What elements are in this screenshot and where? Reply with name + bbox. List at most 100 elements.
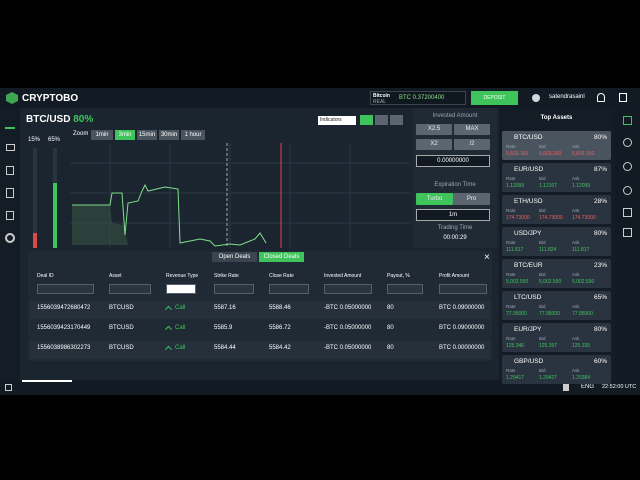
- nav-tools[interactable]: [6, 211, 14, 220]
- trade-panel: Invested Amount X2.5 MAX X2 /2 0.0000000…: [413, 108, 497, 248]
- coin-icon[interactable]: [623, 186, 632, 195]
- asset-payout: 65%: [593, 294, 607, 301]
- filter-input[interactable]: [166, 284, 196, 294]
- fullscreen-icon[interactable]: [5, 384, 12, 391]
- asset-card[interactable]: EUR/USD 87% Rate 1.12099 Bid 1.12107 Ask 1.1209…: [502, 163, 611, 192]
- deals-tab[interactable]: Closed Deals: [259, 252, 304, 262]
- column-header: Close Rate: [269, 273, 294, 279]
- coin-icon[interactable]: [623, 162, 632, 171]
- filter-input[interactable]: [214, 284, 254, 294]
- deal-cell: BTCUSD: [109, 325, 134, 331]
- pair[interactable]: BTC/USD 80%: [26, 114, 93, 125]
- deals-tab[interactable]: Open Deals: [212, 252, 257, 262]
- nav-stats[interactable]: [6, 188, 14, 198]
- asset-ask: 5,002.590: [572, 279, 595, 285]
- asset-rate: 1.12099: [506, 183, 525, 189]
- mode-turbo[interactable]: Turbo: [416, 193, 453, 205]
- asset-col-label: Bid: [539, 144, 546, 149]
- asset-col-label: Bid: [539, 304, 546, 309]
- filter-input[interactable]: [37, 284, 94, 294]
- column-header: Revenue Type: [166, 273, 199, 279]
- asset-card[interactable]: ETH/USD 28% Rate 174.73000 Bid 174.73000 Ask 17…: [502, 195, 611, 224]
- deal-cell: BTC 0.00000000: [439, 345, 485, 351]
- asset-card[interactable]: EUR/JPY 80% Rate 125.346 Bid 125.357 Ask 125.33…: [502, 323, 611, 352]
- asset-rate: 111.817: [506, 247, 524, 253]
- asset-payout: 80%: [593, 230, 607, 237]
- mode-pro[interactable]: Pro: [453, 193, 490, 205]
- zoom-option[interactable]: 1min: [91, 130, 113, 140]
- asset-ask: 174.73000: [572, 215, 596, 221]
- deal-cell: 5586.72: [269, 325, 291, 331]
- chart-type-candle[interactable]: [375, 115, 388, 125]
- asset-col-label: Rate: [506, 272, 516, 277]
- layers-icon[interactable]: [623, 116, 632, 125]
- asset-card[interactable]: GBP/USD 60% Rate 1.29417 Bid 1.29427 Ask 1.2938…: [502, 355, 611, 384]
- asset-col-label: Rate: [506, 368, 516, 373]
- logout-icon[interactable]: [619, 93, 627, 102]
- zoom-option[interactable]: 15min: [137, 130, 157, 140]
- sentiment-track: [33, 148, 37, 248]
- deal-cell: 5588.46: [269, 305, 291, 311]
- multiplier[interactable]: /2: [454, 139, 490, 150]
- coin-icon[interactable]: [623, 228, 632, 237]
- sentiment-label: 15%: [28, 137, 41, 143]
- close-button[interactable]: ×: [484, 252, 490, 263]
- multiplier[interactable]: MAX: [454, 124, 490, 135]
- asset-rate: 125.346: [506, 343, 525, 349]
- asset-col-label: Rate: [506, 336, 516, 341]
- asset-card[interactable]: BTC/EUR 23% Rate 5,002.590 Bid 5,002.590 Ask 5,…: [502, 259, 611, 288]
- asset-card[interactable]: LTC/USD 65% Rate 77.95000 Bid 77.95000 Ask 77.9…: [502, 291, 611, 320]
- column-header: Invested Amount: [324, 273, 362, 279]
- deposit-button[interactable]: DEPOSIT: [471, 91, 518, 105]
- expiry-select[interactable]: 1m: [416, 209, 490, 221]
- deal-cell: BTC 0.09000000: [439, 325, 485, 331]
- asset-col-label: Bid: [539, 272, 546, 277]
- asset-bid: 1.12107: [539, 183, 558, 189]
- asset-ask: 5,603.160: [572, 151, 595, 157]
- asset-rate: 77.95000: [506, 311, 527, 317]
- right-bar: [614, 108, 640, 380]
- avatar[interactable]: [532, 94, 540, 102]
- filter-input[interactable]: [109, 284, 151, 294]
- nav-settings[interactable]: [5, 233, 15, 243]
- asset-col-label: Ask: [572, 336, 580, 341]
- asset-name: GBP/USD: [514, 358, 544, 365]
- language[interactable]: ENG: [581, 384, 595, 390]
- nav-chart[interactable]: [5, 121, 15, 129]
- sound-icon[interactable]: [563, 384, 569, 391]
- nav-history[interactable]: [6, 166, 14, 175]
- coin-icon[interactable]: [623, 138, 632, 147]
- notifications-icon[interactable]: [597, 93, 605, 102]
- asset-name: USD/JPY: [514, 230, 542, 237]
- deal-cell: -BTC 0.05000000: [324, 325, 372, 331]
- multiplier[interactable]: X2: [416, 139, 452, 150]
- asset-payout: 80%: [593, 326, 607, 333]
- zoom-option[interactable]: 1 hour: [181, 130, 205, 140]
- balance: BTC 0.37200400: [399, 95, 445, 101]
- zoom-option[interactable]: 3min: [115, 130, 135, 140]
- account-box[interactable]: Bitcoin REAL BTC 0.37200400: [370, 91, 466, 105]
- coin-icon[interactable]: [623, 208, 632, 217]
- amount-input[interactable]: 0.00000000: [416, 155, 490, 167]
- zoom-option[interactable]: 30min: [159, 130, 179, 140]
- logo[interactable]: CRYPTOBO: [22, 93, 79, 104]
- multiplier[interactable]: X2.5: [416, 124, 452, 135]
- trading-time: 00:00:29: [443, 235, 467, 241]
- asset-name: LTC/USD: [514, 294, 542, 301]
- indicators[interactable]: Indicators: [318, 116, 356, 125]
- username[interactable]: satendrasainl: [549, 94, 585, 100]
- filter-input[interactable]: [439, 284, 487, 294]
- asset-card[interactable]: BTC/USD 80% Rate 5,603.160 Bid 5,603.160 Ask 5,…: [502, 131, 611, 160]
- deal-cell: 1556039472680472: [37, 305, 91, 311]
- filter-input[interactable]: [324, 284, 372, 294]
- filter-input[interactable]: [387, 284, 423, 294]
- asset-card[interactable]: USD/JPY 80% Rate 111.817 Bid 111.824 Ask 111.81…: [502, 227, 611, 256]
- nav-wallet[interactable]: [6, 144, 15, 151]
- filter-input[interactable]: [269, 284, 309, 294]
- asset-col-label: Ask: [572, 144, 580, 149]
- chart-type-line[interactable]: [360, 115, 373, 125]
- app: CRYPTOBO Bitcoin REAL BTC 0.37200400 DEP…: [0, 88, 640, 395]
- chart-type-bar[interactable]: [390, 115, 403, 125]
- deal-row: [30, 301, 490, 319]
